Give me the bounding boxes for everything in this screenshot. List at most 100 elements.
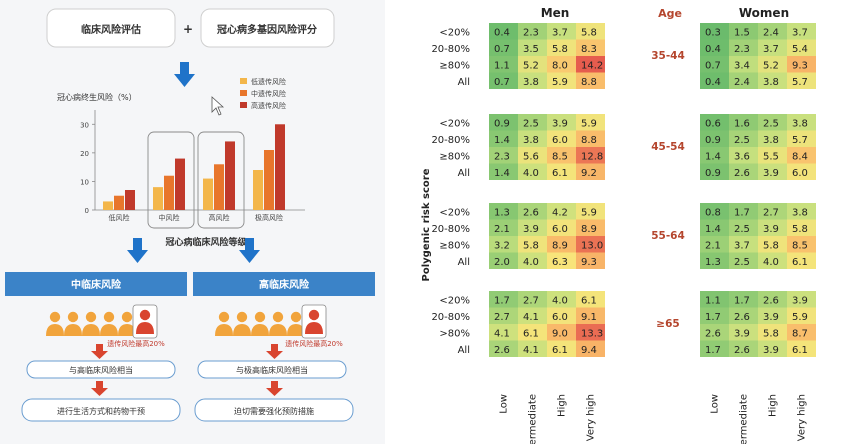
mid-risk-highlight xyxy=(147,131,195,229)
women-cell-value: 2.4 xyxy=(763,28,779,39)
men-cell xyxy=(576,340,605,357)
men-cell-value: 3.8 xyxy=(523,135,539,146)
women-cell-value: 3.8 xyxy=(792,119,808,130)
men-cell-value: 2.5 xyxy=(523,119,539,130)
men-cell-value: 6.1 xyxy=(523,329,539,340)
men-cell xyxy=(518,147,547,164)
women-cell-value: 3.9 xyxy=(734,329,750,340)
person-icon-head xyxy=(290,311,302,323)
bar-1-3 xyxy=(125,190,135,210)
mid-action-box xyxy=(21,398,181,422)
women-cell-value: 5.8 xyxy=(763,329,779,340)
row-label: >80% xyxy=(439,329,470,340)
women-cell-value: 3.6 xyxy=(734,152,750,163)
men-cell xyxy=(489,324,518,341)
women-cell xyxy=(758,163,787,180)
women-cell-value: 8.7 xyxy=(792,329,808,340)
men-cell-value: 2.6 xyxy=(523,208,539,219)
women-cell-value: 1.4 xyxy=(705,224,721,235)
men-cell xyxy=(547,252,576,269)
bar-3-2 xyxy=(214,164,224,210)
highlighted-person-icon-head xyxy=(139,309,151,321)
women-column-label: Low xyxy=(710,394,721,414)
women-cell xyxy=(787,219,816,236)
men-cell xyxy=(489,39,518,56)
men-cell xyxy=(489,252,518,269)
women-cell xyxy=(700,39,729,56)
women-cell-value: 5.2 xyxy=(763,61,779,72)
women-cell xyxy=(787,203,816,220)
men-cell-value: 8.5 xyxy=(552,152,568,163)
women-cell-value: 3.9 xyxy=(792,296,808,307)
women-cell-value: 2.1 xyxy=(705,241,721,252)
women-cell-value: 0.9 xyxy=(705,168,721,179)
women-cell xyxy=(729,219,758,236)
high-risk-header-label: 高临床风险 xyxy=(259,278,310,291)
men-cell xyxy=(489,236,518,253)
chart-categories: 低风险 中风险 高风险 极高风险 xyxy=(109,213,284,222)
men-cell-value: 2.3 xyxy=(494,152,510,163)
women-cell xyxy=(758,56,787,73)
men-cell xyxy=(518,56,547,73)
person-icon-body xyxy=(251,324,269,336)
women-cell-value: 8.4 xyxy=(792,152,808,163)
women-cell xyxy=(700,340,729,357)
row-label: 20-80% xyxy=(431,44,470,55)
down-arrow-icon xyxy=(174,62,195,87)
women-cell xyxy=(729,291,758,308)
women-cell-value: 0.9 xyxy=(705,135,721,146)
women-cell xyxy=(787,114,816,131)
women-cell-value: 1.3 xyxy=(705,257,721,268)
people-icons xyxy=(46,304,327,339)
infographic-svg: 临床风险评估 + 冠心病多基因风险评分 冠心病终生风险（%） 低遗传风险 中遗传… xyxy=(5,8,375,422)
bar-2-3 xyxy=(175,158,185,210)
women-cell xyxy=(700,291,729,308)
mid-risk-header xyxy=(5,272,187,296)
men-cell-value: 3.2 xyxy=(494,241,510,252)
women-cell-value: 3.8 xyxy=(792,208,808,219)
men-cell xyxy=(576,39,605,56)
women-cell xyxy=(729,236,758,253)
men-cell xyxy=(489,163,518,180)
men-cell-value: 13.0 xyxy=(581,241,603,252)
men-cell xyxy=(576,324,605,341)
polygenic-score-box xyxy=(200,8,335,48)
mid-genetic-note: 遗传风险最高20% xyxy=(107,339,165,348)
bar-4-1 xyxy=(253,170,263,210)
women-cell xyxy=(758,236,787,253)
men-cell xyxy=(489,307,518,324)
chart-y-label: 冠心病终生风险（%） xyxy=(57,92,137,102)
women-cell xyxy=(700,307,729,324)
men-cell-value: 5.6 xyxy=(523,152,539,163)
person-icon-head xyxy=(272,311,284,323)
bar-1-1 xyxy=(103,201,113,210)
high-risk-header xyxy=(193,272,375,296)
women-cell-value: 6.0 xyxy=(792,168,808,179)
y-tick-label: 0 xyxy=(85,207,89,215)
men-cell xyxy=(576,130,605,147)
men-cell xyxy=(518,324,547,341)
women-cell-value: 5.5 xyxy=(763,152,779,163)
men-cell xyxy=(489,219,518,236)
men-cell xyxy=(489,23,518,40)
women-cell-value: 5.8 xyxy=(792,224,808,235)
age-group-label: 55-64 xyxy=(651,230,685,242)
women-cell-value: 2.5 xyxy=(734,224,750,235)
men-cell-value: 5.8 xyxy=(523,241,539,252)
heatmap-cells: <20% 0.4 2.3 3.7 5.8 0.3 1.5 2.4 3.7 20-80% 0.7 3.5… xyxy=(431,23,816,448)
person-icon-body xyxy=(233,324,251,336)
highlighted-person-icon-body xyxy=(305,322,323,334)
age-group-label: 35-44 xyxy=(651,50,685,62)
clinical-risk-label: 临床风险评估 xyxy=(81,23,141,36)
chart-y-ticks: 0 10 20 30 xyxy=(80,121,95,215)
men-cell-value: 2.7 xyxy=(523,296,539,307)
age-header: Age xyxy=(658,7,682,20)
y-tick-label: 30 xyxy=(80,121,89,129)
women-cell xyxy=(700,324,729,341)
men-cell xyxy=(547,147,576,164)
person-icon-head xyxy=(254,311,266,323)
women-cell-value: 3.8 xyxy=(763,77,779,88)
women-cell-value: 6.1 xyxy=(792,345,808,356)
row-label: <20% xyxy=(439,119,470,130)
row-label: All xyxy=(458,168,470,179)
